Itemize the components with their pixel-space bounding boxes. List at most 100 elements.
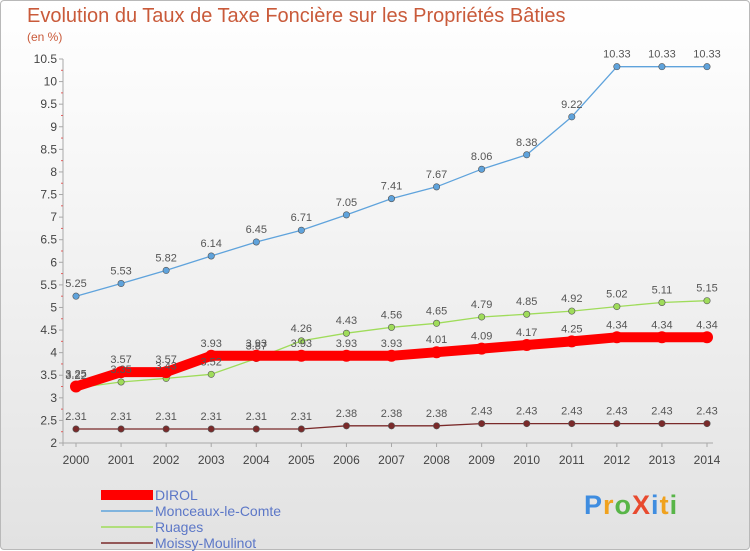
y-tick-label-5: 5 [50, 300, 57, 314]
point-ruages-2008 [433, 319, 441, 327]
point-dirol-2009 [475, 342, 488, 355]
data-label-ruages-2001: 3.35 [110, 364, 131, 376]
data-label-monceaux-le-comte-2012: 10.33 [603, 49, 631, 61]
point-monceaux-le-comte-2000 [72, 292, 80, 300]
point-ruages-2003 [207, 370, 215, 378]
point-moissy-moulinot-2009 [478, 420, 486, 428]
data-label-monceaux-le-comte-2014: 10.33 [693, 49, 721, 61]
point-monceaux-le-comte-2007 [387, 195, 395, 203]
x-tick-label-2007: 2007 [378, 453, 405, 467]
data-label-monceaux-le-comte-2009: 8.06 [471, 151, 492, 163]
point-dirol-2005 [295, 349, 308, 362]
y-tick-label-2-5: 2.5 [40, 413, 57, 427]
data-label-ruages-2005: 4.26 [291, 323, 312, 335]
chart-title: Evolution du Taux de Taxe Foncière sur l… [27, 5, 566, 27]
point-ruages-2014 [703, 297, 711, 305]
y-tick-label-7-5: 7.5 [40, 188, 57, 202]
y-tick-label-8-5: 8.5 [40, 142, 57, 156]
legend-label-moissy-moulinot: Moissy-Moulinot [155, 535, 257, 551]
legend-item-moissy-moulinot: Moissy-Moulinot [101, 535, 281, 551]
point-monceaux-le-comte-2014 [703, 63, 711, 71]
proxiti-logo: ProXiti [584, 490, 679, 520]
point-moissy-moulinot-2010 [523, 420, 531, 428]
point-ruages-2009 [478, 313, 486, 321]
legend-label-monceaux-le-comte: Monceaux-le-Comte [155, 503, 282, 519]
x-tick-label-2010: 2010 [513, 453, 540, 467]
point-dirol-2002 [160, 366, 173, 379]
legend-label-ruages: Ruages [155, 519, 204, 535]
data-label-moissy-moulinot-2009: 2.43 [471, 406, 492, 418]
x-tick-label-2004: 2004 [243, 453, 270, 467]
data-label-dirol-2005: 3.93 [291, 338, 312, 350]
data-label-moissy-moulinot-2014: 2.43 [696, 406, 717, 418]
x-tick-label-2005: 2005 [288, 453, 315, 467]
y-tick-label-2: 2 [50, 436, 57, 450]
data-label-dirol-2009: 4.09 [471, 331, 492, 343]
point-moissy-moulinot-2006 [342, 422, 350, 430]
point-dirol-2012 [610, 331, 623, 344]
legend-item-dirol: DIROL [101, 487, 281, 503]
y-tick-label-3: 3 [50, 391, 57, 405]
point-moissy-moulinot-2007 [387, 422, 395, 430]
data-label-ruages-2007: 4.56 [381, 309, 402, 321]
data-label-dirol-2013: 4.34 [651, 319, 672, 331]
data-label-ruages-2004: 3.87 [246, 341, 267, 353]
data-label-moissy-moulinot-2006: 2.38 [336, 408, 357, 420]
y-tick-label-8: 8 [50, 165, 57, 179]
point-dirol-2014 [701, 331, 713, 344]
point-monceaux-le-comte-2004 [252, 238, 260, 246]
data-label-moissy-moulinot-2002: 2.31 [155, 411, 176, 423]
point-monceaux-le-comte-2006 [342, 211, 350, 219]
point-dirol-2006 [340, 349, 353, 362]
data-label-dirol-2000: 3.25 [65, 369, 86, 381]
x-tick-label-2012: 2012 [604, 453, 631, 467]
x-tick-label-2001: 2001 [108, 453, 135, 467]
point-dirol-2003 [205, 349, 218, 362]
data-label-moissy-moulinot-2013: 2.43 [651, 406, 672, 418]
point-ruages-2006 [342, 329, 350, 337]
legend-item-monceaux-le-comte: Monceaux-le-Comte [101, 503, 281, 519]
data-label-dirol-2011: 4.25 [561, 323, 582, 335]
legend-swatch-ruages [101, 526, 153, 528]
point-dirol-2010 [520, 338, 533, 351]
data-label-moissy-moulinot-2011: 2.43 [561, 406, 582, 418]
point-moissy-moulinot-2005 [297, 425, 305, 433]
data-label-monceaux-le-comte-2003: 6.14 [201, 238, 222, 250]
point-ruages-2010 [523, 310, 531, 318]
point-dirol-2001 [115, 366, 128, 379]
legend-item-ruages: Ruages [101, 519, 281, 535]
data-label-ruages-2010: 4.85 [516, 296, 537, 308]
point-monceaux-le-comte-2003 [207, 252, 215, 260]
point-moissy-moulinot-2000 [72, 425, 80, 433]
x-tick-label-2011: 2011 [559, 453, 585, 467]
data-label-moissy-moulinot-2012: 2.43 [606, 406, 627, 418]
y-tick-label-6-5: 6.5 [40, 233, 57, 247]
point-moissy-moulinot-2014 [703, 420, 711, 428]
y-tick-label-4: 4 [50, 346, 57, 360]
point-monceaux-le-comte-2001 [117, 280, 125, 288]
legend-swatch-moissy-moulinot [101, 542, 153, 544]
data-label-monceaux-le-comte-2005: 6.71 [291, 212, 312, 224]
y-tick-label-9: 9 [50, 120, 57, 134]
data-label-monceaux-le-comte-2002: 5.82 [155, 252, 176, 264]
data-label-monceaux-le-comte-2011: 9.22 [561, 99, 582, 111]
point-dirol-2007 [385, 349, 398, 362]
data-label-moissy-moulinot-2007: 2.38 [381, 408, 402, 420]
data-label-ruages-2013: 5.11 [652, 285, 673, 297]
data-label-ruages-2009: 4.79 [471, 299, 492, 311]
data-label-monceaux-le-comte-2001: 5.53 [110, 266, 131, 278]
point-dirol-2011 [565, 335, 578, 348]
x-tick-label-2013: 2013 [649, 453, 676, 467]
point-monceaux-le-comte-2010 [523, 151, 531, 159]
x-tick-label-2000: 2000 [63, 453, 90, 467]
data-label-moissy-moulinot-2010: 2.43 [516, 406, 537, 418]
point-dirol-2000 [70, 380, 82, 393]
data-label-dirol-2008: 4.01 [426, 334, 447, 346]
point-ruages-2011 [568, 307, 576, 315]
data-label-ruages-2003: 3.52 [201, 356, 222, 368]
point-moissy-moulinot-2013 [658, 420, 666, 428]
point-moissy-moulinot-2001 [117, 425, 125, 433]
point-ruages-2001 [117, 378, 125, 386]
data-label-ruages-2002: 3.43 [155, 360, 176, 372]
